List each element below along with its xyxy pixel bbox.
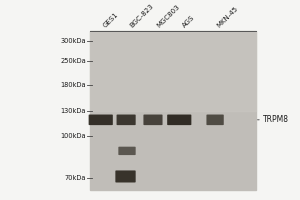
FancyBboxPatch shape bbox=[167, 115, 191, 125]
Text: MKN-45: MKN-45 bbox=[216, 5, 239, 28]
Text: MGC803: MGC803 bbox=[156, 3, 181, 28]
FancyBboxPatch shape bbox=[206, 115, 224, 125]
Bar bbox=[90, 31, 256, 190]
Bar bbox=[90, 31, 256, 111]
Text: 180kDa: 180kDa bbox=[60, 82, 86, 88]
FancyBboxPatch shape bbox=[88, 115, 113, 125]
Text: 300kDa: 300kDa bbox=[60, 38, 86, 44]
FancyBboxPatch shape bbox=[116, 170, 136, 182]
Text: 70kDa: 70kDa bbox=[64, 175, 86, 181]
FancyBboxPatch shape bbox=[117, 115, 136, 125]
Text: 100kDa: 100kDa bbox=[60, 133, 86, 139]
Text: BGC-823: BGC-823 bbox=[129, 3, 154, 28]
Text: 250kDa: 250kDa bbox=[60, 58, 86, 64]
FancyBboxPatch shape bbox=[118, 147, 136, 155]
Text: TRPM8: TRPM8 bbox=[263, 115, 289, 124]
Text: GES1: GES1 bbox=[103, 11, 120, 28]
FancyBboxPatch shape bbox=[143, 115, 163, 125]
Text: AGS: AGS bbox=[182, 14, 196, 28]
Text: 130kDa: 130kDa bbox=[60, 108, 86, 114]
